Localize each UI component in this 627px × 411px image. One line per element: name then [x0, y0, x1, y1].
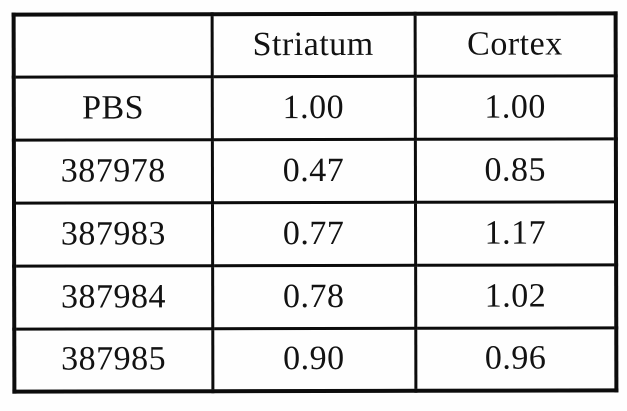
- striatum-value: 1.00: [211, 75, 415, 140]
- row-label: 387984: [14, 265, 213, 329]
- cortex-value: 0.96: [415, 327, 617, 391]
- cortex-value: 0.85: [414, 138, 616, 202]
- results-table: Striatum Cortex PBS 1.00 1.00 387978 0.4…: [11, 11, 619, 394]
- row-label: 387983: [13, 202, 213, 266]
- column-header-striatum: Striatum: [211, 13, 415, 77]
- column-header-blank: [13, 14, 212, 77]
- table-row-pbs: PBS 1.00 1.00: [13, 75, 616, 140]
- table-header-row: Striatum Cortex: [13, 13, 616, 77]
- striatum-value: 0.77: [211, 201, 416, 266]
- table-row-387984: 387984 0.78 1.02: [14, 264, 617, 329]
- column-header-cortex: Cortex: [414, 13, 616, 76]
- table-row-387985: 387985 0.90 0.96: [14, 327, 617, 392]
- table-row-387978: 387978 0.47 0.85: [13, 138, 616, 203]
- striatum-value: 0.90: [212, 327, 416, 392]
- table-row-387983: 387983 0.77 1.17: [13, 201, 617, 266]
- row-label: 387985: [14, 328, 213, 392]
- cortex-value: 1.02: [415, 264, 617, 328]
- row-label: PBS: [13, 76, 212, 140]
- row-label: 387978: [13, 139, 212, 203]
- cortex-value: 1.00: [414, 75, 616, 139]
- striatum-value: 0.78: [212, 264, 416, 329]
- cortex-value: 1.17: [414, 201, 617, 265]
- striatum-value: 0.47: [211, 138, 415, 203]
